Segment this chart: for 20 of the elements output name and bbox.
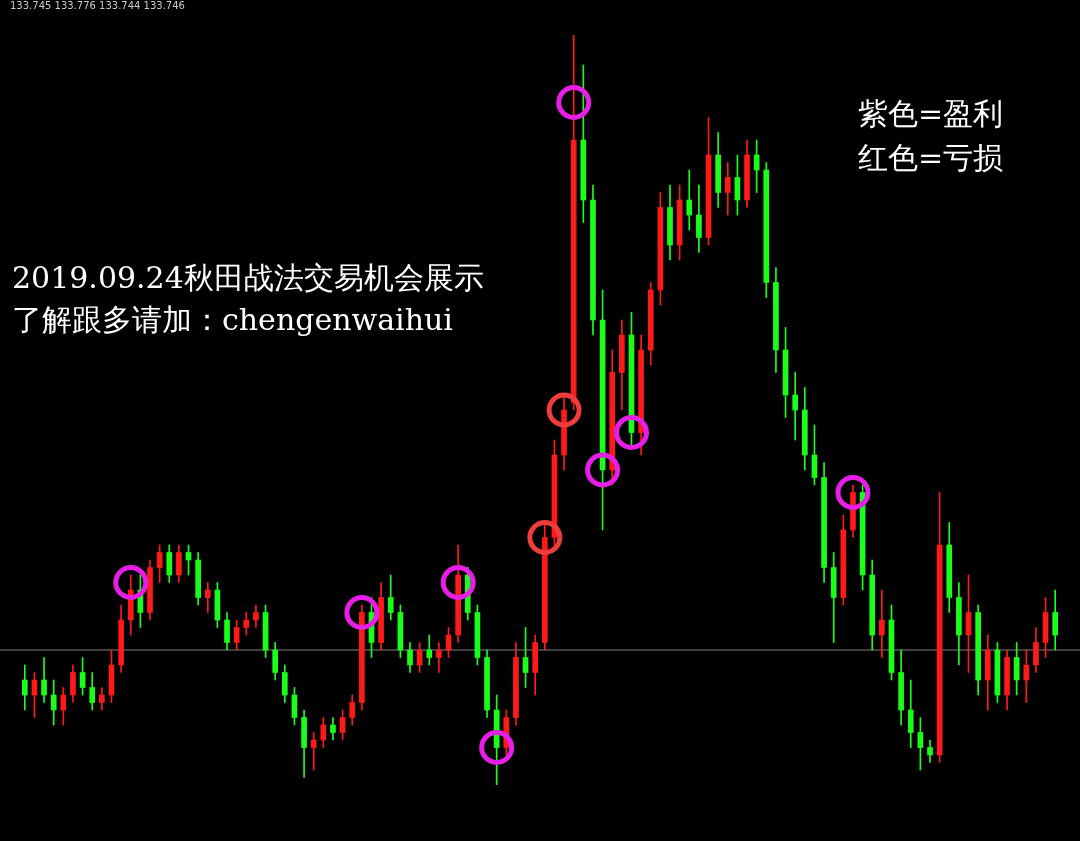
annotation: 紫色=盈利 (858, 95, 1004, 133)
point (440, 565, 476, 600)
candlestick (792, 372, 799, 441)
point (344, 595, 380, 630)
candlestick (436, 642, 442, 673)
point (546, 392, 582, 428)
point (113, 565, 149, 600)
point (613, 415, 649, 450)
annotation: 红色=亏损 (858, 139, 1004, 177)
point (527, 520, 563, 555)
point (479, 730, 515, 765)
candlestick (879, 589, 885, 658)
point (835, 475, 871, 510)
text: 了解跟多请加：chengenwaihui (12, 301, 453, 339)
text: 133.745 133.776 133.744 133.746 (10, 0, 185, 12)
point (585, 452, 621, 488)
point (556, 85, 592, 120)
candlestick (204, 582, 211, 613)
text: 2019.09.24秋田战法交易机会展示 (12, 259, 484, 297)
candlestick (310, 732, 317, 771)
